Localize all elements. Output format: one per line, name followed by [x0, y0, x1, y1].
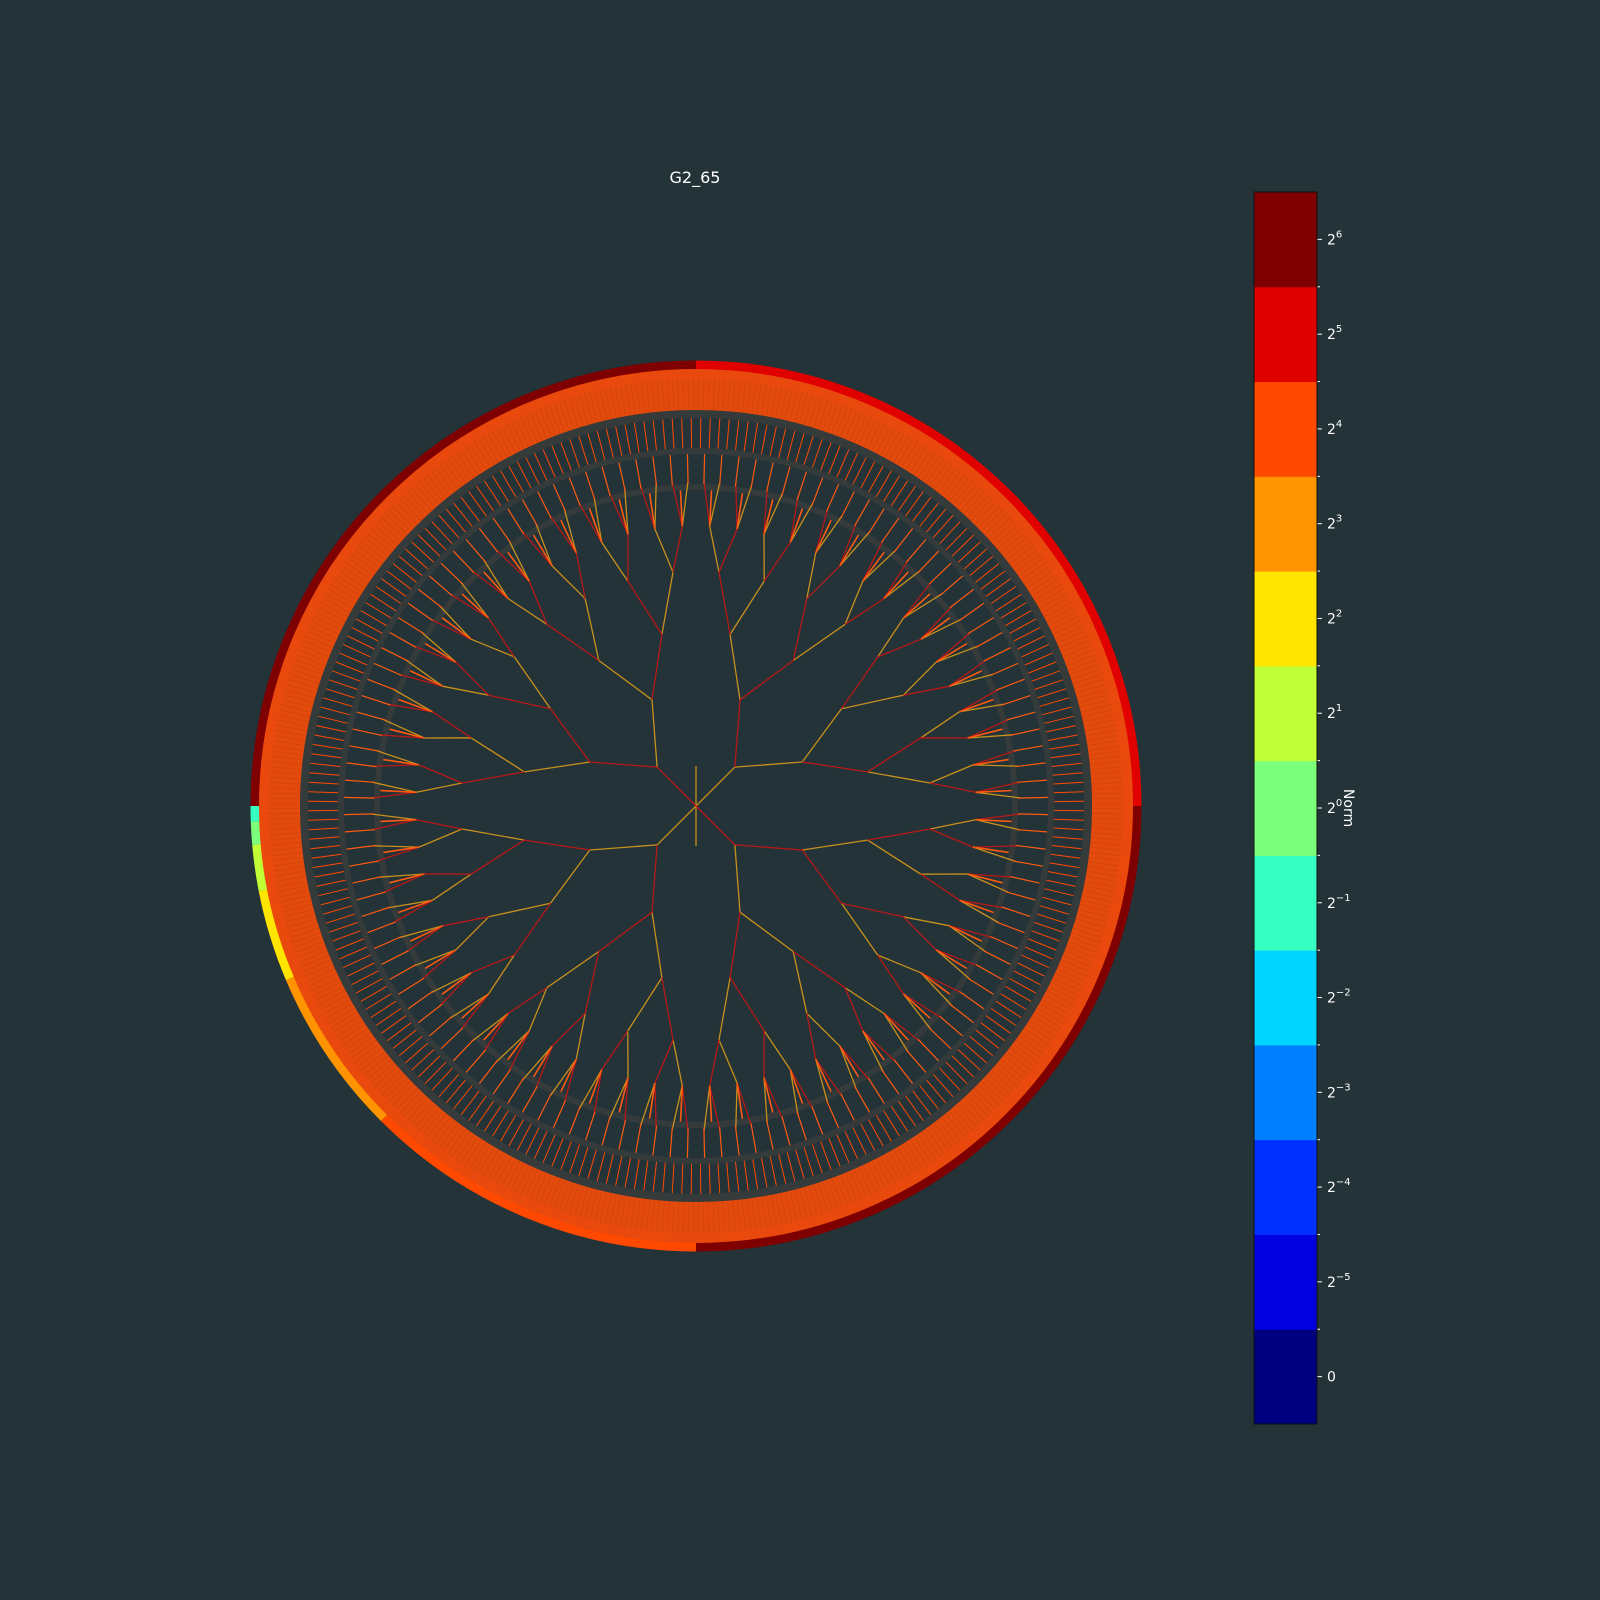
leaf-spokes-level-6 — [380, 490, 1012, 1122]
colorbar-segment — [1254, 1329, 1317, 1425]
outer-ring-segment — [250, 821, 262, 845]
colorbar-segment — [1254, 950, 1317, 1046]
outer-ring-base — [259, 369, 1133, 1243]
leaf-spokes-level-8 — [307, 417, 1085, 1195]
colorbar-segment — [1254, 855, 1317, 951]
colorbar-tick-label: 0 — [1327, 1370, 1336, 1386]
radial-tree — [250, 360, 1142, 1252]
leaf-spokes-level-9 — [267, 377, 1125, 1235]
ring-gap — [338, 448, 1054, 1164]
colorbar-tick-label: 2−1 — [1327, 893, 1351, 912]
outer-ring-segment — [252, 844, 268, 892]
outer-ring-segment — [695, 360, 1142, 807]
colorbar-segment — [1254, 192, 1317, 288]
colorbar-label: Norm — [1340, 789, 1356, 827]
ring-gap — [374, 484, 1018, 1128]
chart-title: G2_65 — [670, 168, 721, 188]
colorbar-tick-label: 2−5 — [1327, 1272, 1351, 1291]
ring-gap — [300, 410, 1092, 1202]
colorbar-tick-label: 26 — [1327, 229, 1342, 248]
colorbar-segment — [1254, 381, 1317, 477]
colorbar-tick-label: 2−4 — [1327, 1177, 1351, 1196]
tree-edges-secondary — [371, 481, 1021, 1131]
colorbar-tick-label: 2−2 — [1327, 988, 1351, 1007]
colorbar-tick-label: 24 — [1327, 419, 1342, 438]
colorbar-tick-label: 21 — [1327, 703, 1342, 722]
tree-edges-primary — [371, 481, 1021, 1131]
colorbar-segment — [1254, 476, 1317, 572]
outer-ring-segment — [250, 360, 697, 807]
colorbar-tick-label: 25 — [1327, 324, 1342, 343]
outer-ring-segment — [285, 976, 388, 1122]
leaf-ring-inner — [268, 378, 1124, 1234]
outer-ring-segment — [258, 889, 295, 981]
outer-ring-segment — [380, 1114, 697, 1252]
colorbar-tick-label: 23 — [1327, 514, 1342, 533]
colorbar-segment — [1254, 1044, 1317, 1141]
colorbar-segment — [1254, 1234, 1317, 1330]
colorbar: 0 2−5 2−4 2−3 2−2 2−1 20 21 22 23 24 25 26 — [1253, 191, 1351, 1425]
colorbar-segment — [1254, 760, 1317, 856]
colorbar-segment — [1254, 286, 1317, 383]
colorbar-segment — [1254, 571, 1317, 667]
outer-ring-segment — [695, 805, 1142, 1252]
leaf-spokes-level-7 — [344, 454, 1048, 1158]
colorbar-tick-label: 20 — [1327, 798, 1342, 817]
colorbar-tick-label: 22 — [1327, 608, 1342, 627]
colorbar-tick-label: 2−3 — [1327, 1082, 1351, 1101]
colorbar-segment — [1254, 1139, 1317, 1235]
colorbar-frame — [1253, 191, 1318, 1425]
colorbar-segment — [1254, 665, 1317, 762]
